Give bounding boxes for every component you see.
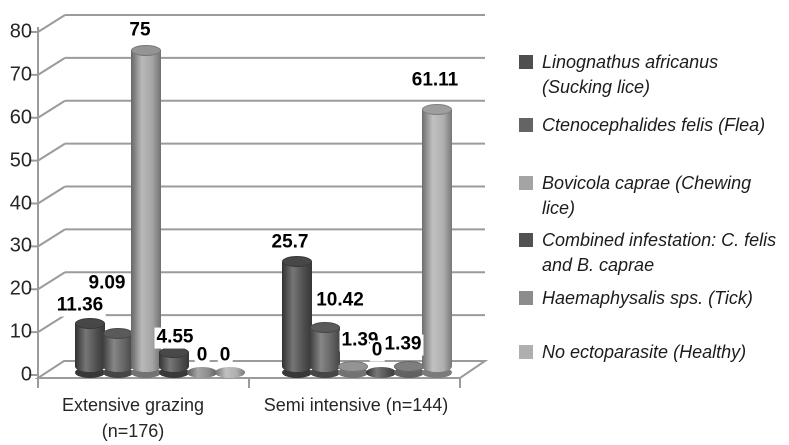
cylinder-top — [282, 256, 312, 268]
cylinder-bottom — [159, 366, 189, 378]
x-axis-category-label: Extensive grazing (n=176) — [61, 395, 205, 442]
gridline — [37, 99, 66, 119]
y-axis-tick-label: 0 — [20, 363, 32, 386]
legend-swatch — [519, 345, 533, 359]
legend-label: Combined infestation: C. felis and B. ca… — [542, 230, 777, 275]
zero-ellipse — [215, 366, 245, 378]
bar-s3-g2 — [338, 0, 368, 445]
bar-s4-g2 — [366, 0, 396, 445]
legend-label: Haemaphysalis sps. (Tick) — [542, 288, 753, 308]
cylinder-body — [282, 261, 312, 372]
cylinder-top — [103, 327, 133, 339]
cylinder-top — [159, 346, 189, 358]
cylinder-body — [103, 333, 133, 372]
cylinder-top — [422, 104, 452, 116]
legend-item: Haemaphysalis sps. (Tick) — [519, 286, 787, 311]
y-axis-tick-label: 30 — [9, 234, 32, 257]
value-label: 11.36 — [54, 294, 106, 317]
cylinder-top — [394, 360, 424, 372]
y-axis-tick-label: 50 — [9, 149, 32, 172]
cylinder-bottom — [131, 366, 161, 378]
cylinder-top — [75, 317, 105, 329]
cylinder-bottom — [394, 366, 424, 378]
y-axis-tick-label: 20 — [9, 277, 32, 300]
bar-s1-g2 — [282, 0, 312, 445]
gridline — [37, 57, 66, 76]
legend-label: Ctenocephalides felis (Flea) — [542, 115, 766, 135]
cylinder-bottom — [310, 366, 340, 378]
legend-swatch — [519, 291, 533, 305]
legend-item: Bovicola caprae (Chewing lice) — [519, 171, 787, 221]
cylinder-bottom — [338, 366, 368, 378]
value-label: 75 — [127, 19, 153, 42]
gridline — [37, 314, 66, 333]
gridline — [37, 271, 66, 291]
legend-item: Combined infestation: C. felis and B. ca… — [519, 228, 787, 278]
y-axis-tick-label: 80 — [9, 20, 32, 43]
value-label: 10.42 — [314, 289, 366, 312]
legend-label: Linognathus africanus (Sucking lice) — [542, 52, 719, 97]
legend-label: No ectoparasite (Healthy) — [542, 342, 747, 362]
cylinder-bottom — [75, 366, 105, 378]
bar-s6-g2 — [422, 0, 452, 445]
y-axis-tick-label: 40 — [9, 192, 32, 214]
value-label: 0 — [369, 339, 385, 362]
value-label: 0 — [194, 344, 210, 367]
cylinder-top — [310, 321, 340, 333]
cylinder-top — [131, 44, 161, 56]
cylinder-body — [310, 327, 340, 372]
zero-ellipse — [366, 366, 396, 378]
bar-s6-g1 — [215, 0, 245, 445]
cylinder-top — [338, 360, 368, 372]
y-axis-tick-label: 70 — [9, 63, 32, 86]
cylinder-bottom — [422, 366, 452, 378]
value-label: 1.39 — [382, 333, 424, 356]
value-label: 9.09 — [86, 272, 128, 295]
legend-swatch — [519, 118, 533, 132]
zero-ellipse — [187, 366, 217, 378]
bar-s2-g2 — [310, 0, 340, 445]
bar-s4-g1 — [159, 0, 189, 445]
gridline — [37, 228, 66, 248]
y-axis-tick-label: 10 — [9, 320, 32, 343]
cylinder-body — [131, 50, 161, 372]
gridline — [37, 142, 66, 162]
legend-swatch — [519, 55, 533, 69]
bar-s5-g1 — [187, 0, 217, 445]
legend-item: Ctenocephalides felis (Flea) — [519, 113, 787, 138]
x-axis-category-label: Semi intensive (n=144) — [263, 395, 449, 415]
value-label: 25.7 — [269, 231, 311, 254]
legend-item: No ectoparasite (Healthy) — [519, 340, 787, 365]
legend-item: Linognathus africanus (Sucking lice) — [519, 50, 787, 100]
legend-label: Bovicola caprae (Chewing lice) — [542, 173, 752, 218]
bar-s3-g1 — [131, 0, 161, 445]
bar-s2-g1 — [103, 0, 133, 445]
gridline — [37, 14, 66, 33]
value-label: 61.11 — [409, 69, 461, 92]
cylinder-bottom — [282, 366, 312, 378]
value-label: 0 — [217, 344, 233, 367]
gridline — [37, 185, 66, 205]
y-axis-tick-label: 60 — [9, 106, 32, 129]
cylinder-body — [422, 109, 452, 372]
legend-swatch — [519, 233, 533, 247]
value-label: 4.55 — [154, 326, 196, 349]
bar-s1-g1 — [75, 0, 105, 445]
legend-swatch — [519, 176, 533, 190]
cylinder-bottom — [103, 366, 133, 378]
cylinder-body — [75, 323, 105, 372]
bar-s5-g2 — [394, 0, 424, 445]
